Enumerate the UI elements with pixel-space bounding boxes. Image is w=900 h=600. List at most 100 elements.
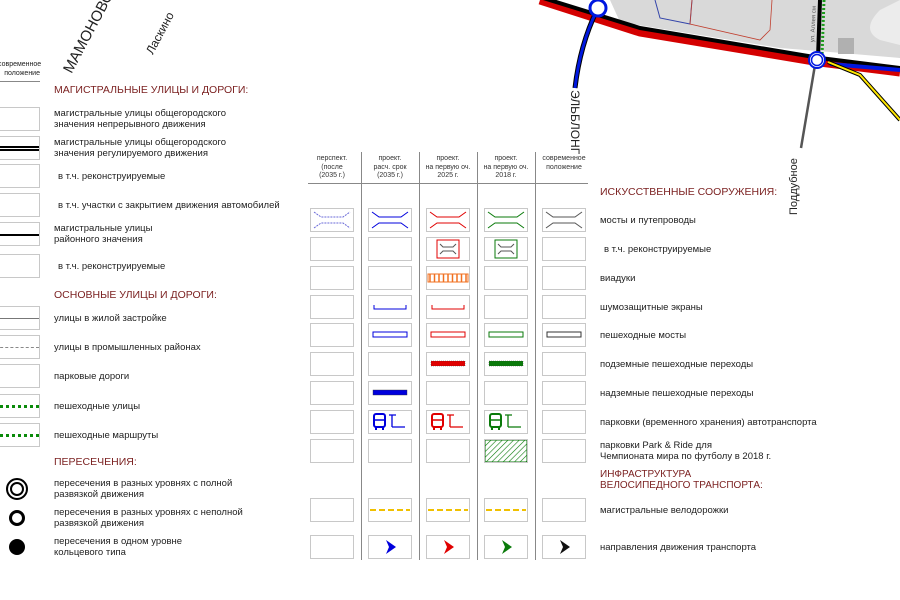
arrow-symbol xyxy=(502,540,512,554)
legend-cell xyxy=(542,208,586,232)
legend-cell xyxy=(426,208,470,232)
bridge-symbol xyxy=(371,211,409,229)
blue-road xyxy=(829,62,900,72)
legend-swatch-none xyxy=(0,164,40,188)
column-header: проект. на первую оч. 2025 г. xyxy=(425,155,471,179)
legend-cell xyxy=(368,439,412,463)
legend-row-label: виадуки xyxy=(600,272,636,284)
legend-swatch-double-black-line xyxy=(0,136,40,160)
legend-cell xyxy=(542,237,586,261)
yellow-road xyxy=(827,61,900,121)
bus-parking-symbol xyxy=(373,413,405,430)
legend-cell xyxy=(368,352,412,376)
column-divider xyxy=(419,152,420,560)
bridge-framed-symbol xyxy=(494,239,518,259)
left-column-header: современное положение xyxy=(0,61,42,77)
map-fragment xyxy=(538,0,900,149)
column-header: проект. расч. срок (2035 г.) xyxy=(373,155,407,179)
legend-cell xyxy=(542,266,586,290)
legend-cell xyxy=(484,208,528,232)
legend-cell xyxy=(426,352,470,376)
legend-cell xyxy=(484,266,528,290)
legend-swatch-black-line xyxy=(0,222,40,246)
legend-item-label: улицы в промышленных районах xyxy=(54,341,201,353)
legend-cell xyxy=(426,237,470,261)
legend-cell xyxy=(368,295,412,319)
noise-screen-symbol xyxy=(373,305,407,310)
legend-swatch-none xyxy=(0,193,40,217)
legend-cell xyxy=(368,266,412,290)
legend-cell xyxy=(542,352,586,376)
section-header: ИНФРАСТРУКТУРА ВЕЛОСИПЕДНОГО ТРАНСПОРТА: xyxy=(600,469,763,491)
legend-cell xyxy=(310,237,354,261)
legend-swatch-gray-line xyxy=(0,306,40,330)
outline-bar-symbol xyxy=(372,331,408,338)
legend-row-label: надземные пешеходные переходы xyxy=(600,387,754,399)
legend-item-label: магистральные улицы районного значения xyxy=(54,223,153,245)
column-header: перспект. (после (2035 г.) xyxy=(316,155,348,179)
legend-cell xyxy=(426,410,470,434)
legend-row-label: направления движения транспорта xyxy=(600,541,757,553)
legend-cell xyxy=(426,266,470,290)
legend-cell xyxy=(310,498,354,522)
parcel-outline xyxy=(689,0,773,41)
bike-dash-symbol xyxy=(486,509,526,511)
legend-row-label: шумозащитные экраны xyxy=(600,301,703,313)
legend-cell xyxy=(368,410,412,434)
legend-row-label: парковки (временного хранения) автотранс… xyxy=(600,416,817,428)
legend-cell xyxy=(542,535,586,559)
outline-bar-symbol xyxy=(488,331,524,338)
section-header: ИСКУССТВЕННЫЕ СООРУЖЕНИЯ: xyxy=(600,186,778,198)
legend-cell xyxy=(368,237,412,261)
arrow-symbol xyxy=(560,540,570,554)
section-header: МАГИСТРАЛЬНЫЕ УЛИЦЫ И ДОРОГИ: xyxy=(54,84,249,96)
section-header: ОСНОВНЫЕ УЛИЦЫ И ДОРОГИ: xyxy=(54,289,217,301)
legend-cell xyxy=(426,498,470,522)
bridge-symbol xyxy=(313,211,351,229)
legend-item-label: магистральные улицы общегородского значе… xyxy=(54,137,227,159)
solid-bar-symbol xyxy=(430,360,466,367)
legend-cell xyxy=(368,323,412,347)
interchange-inner-ring xyxy=(810,53,824,67)
legend-cell xyxy=(484,352,528,376)
outline-bar-symbol xyxy=(430,331,466,338)
legend-item-label: в т.ч. реконструируемые xyxy=(58,170,166,182)
legend-cell xyxy=(310,266,354,290)
built-area-light xyxy=(870,0,900,45)
legend-cell xyxy=(542,439,586,463)
legend-cell xyxy=(542,410,586,434)
arrow-symbol xyxy=(444,540,454,554)
legend-cell xyxy=(484,381,528,405)
poddubnoe-road xyxy=(799,64,817,149)
legend-row-label: мосты и путепроводы xyxy=(600,214,696,226)
arrow-symbol xyxy=(386,540,396,554)
outline-bar-symbol xyxy=(546,331,582,338)
legend-cell xyxy=(310,323,354,347)
legend-item-label: магистральные улицы общегородского значе… xyxy=(54,108,227,130)
interchange-ring xyxy=(588,0,608,18)
elblong-road-casing xyxy=(572,8,600,89)
legend-cell xyxy=(426,295,470,319)
intersection-ring-icon xyxy=(9,510,25,526)
legend-item-label: пересечения в разных уровнях с неполной … xyxy=(54,507,243,529)
legend-cell xyxy=(426,323,470,347)
legend-cell xyxy=(484,498,528,522)
pedestrian-street xyxy=(820,0,826,57)
bridge-framed-symbol xyxy=(436,239,460,259)
legend-row-label: пешеходные мосты xyxy=(600,329,687,341)
legend-item-label: улицы в жилой застройке xyxy=(54,312,167,324)
divider xyxy=(0,81,40,82)
legend-swatch-green-dotted-line xyxy=(0,423,40,447)
street xyxy=(816,0,822,59)
bridge-symbol xyxy=(429,211,467,229)
header-divider xyxy=(308,183,588,184)
legend-cell xyxy=(484,439,528,463)
legend-row-label: парковки Park & Ride для Чемпионата мира… xyxy=(600,440,772,462)
legend-cell xyxy=(484,535,528,559)
legend-cell xyxy=(310,381,354,405)
legend-row-label: в т.ч. реконструируемые xyxy=(604,243,712,255)
bike-dash-symbol xyxy=(370,509,410,511)
bus-parking-symbol xyxy=(431,413,463,430)
section-header: ПЕРЕСЕЧЕНИЯ: xyxy=(54,456,137,468)
legend-cell xyxy=(310,208,354,232)
